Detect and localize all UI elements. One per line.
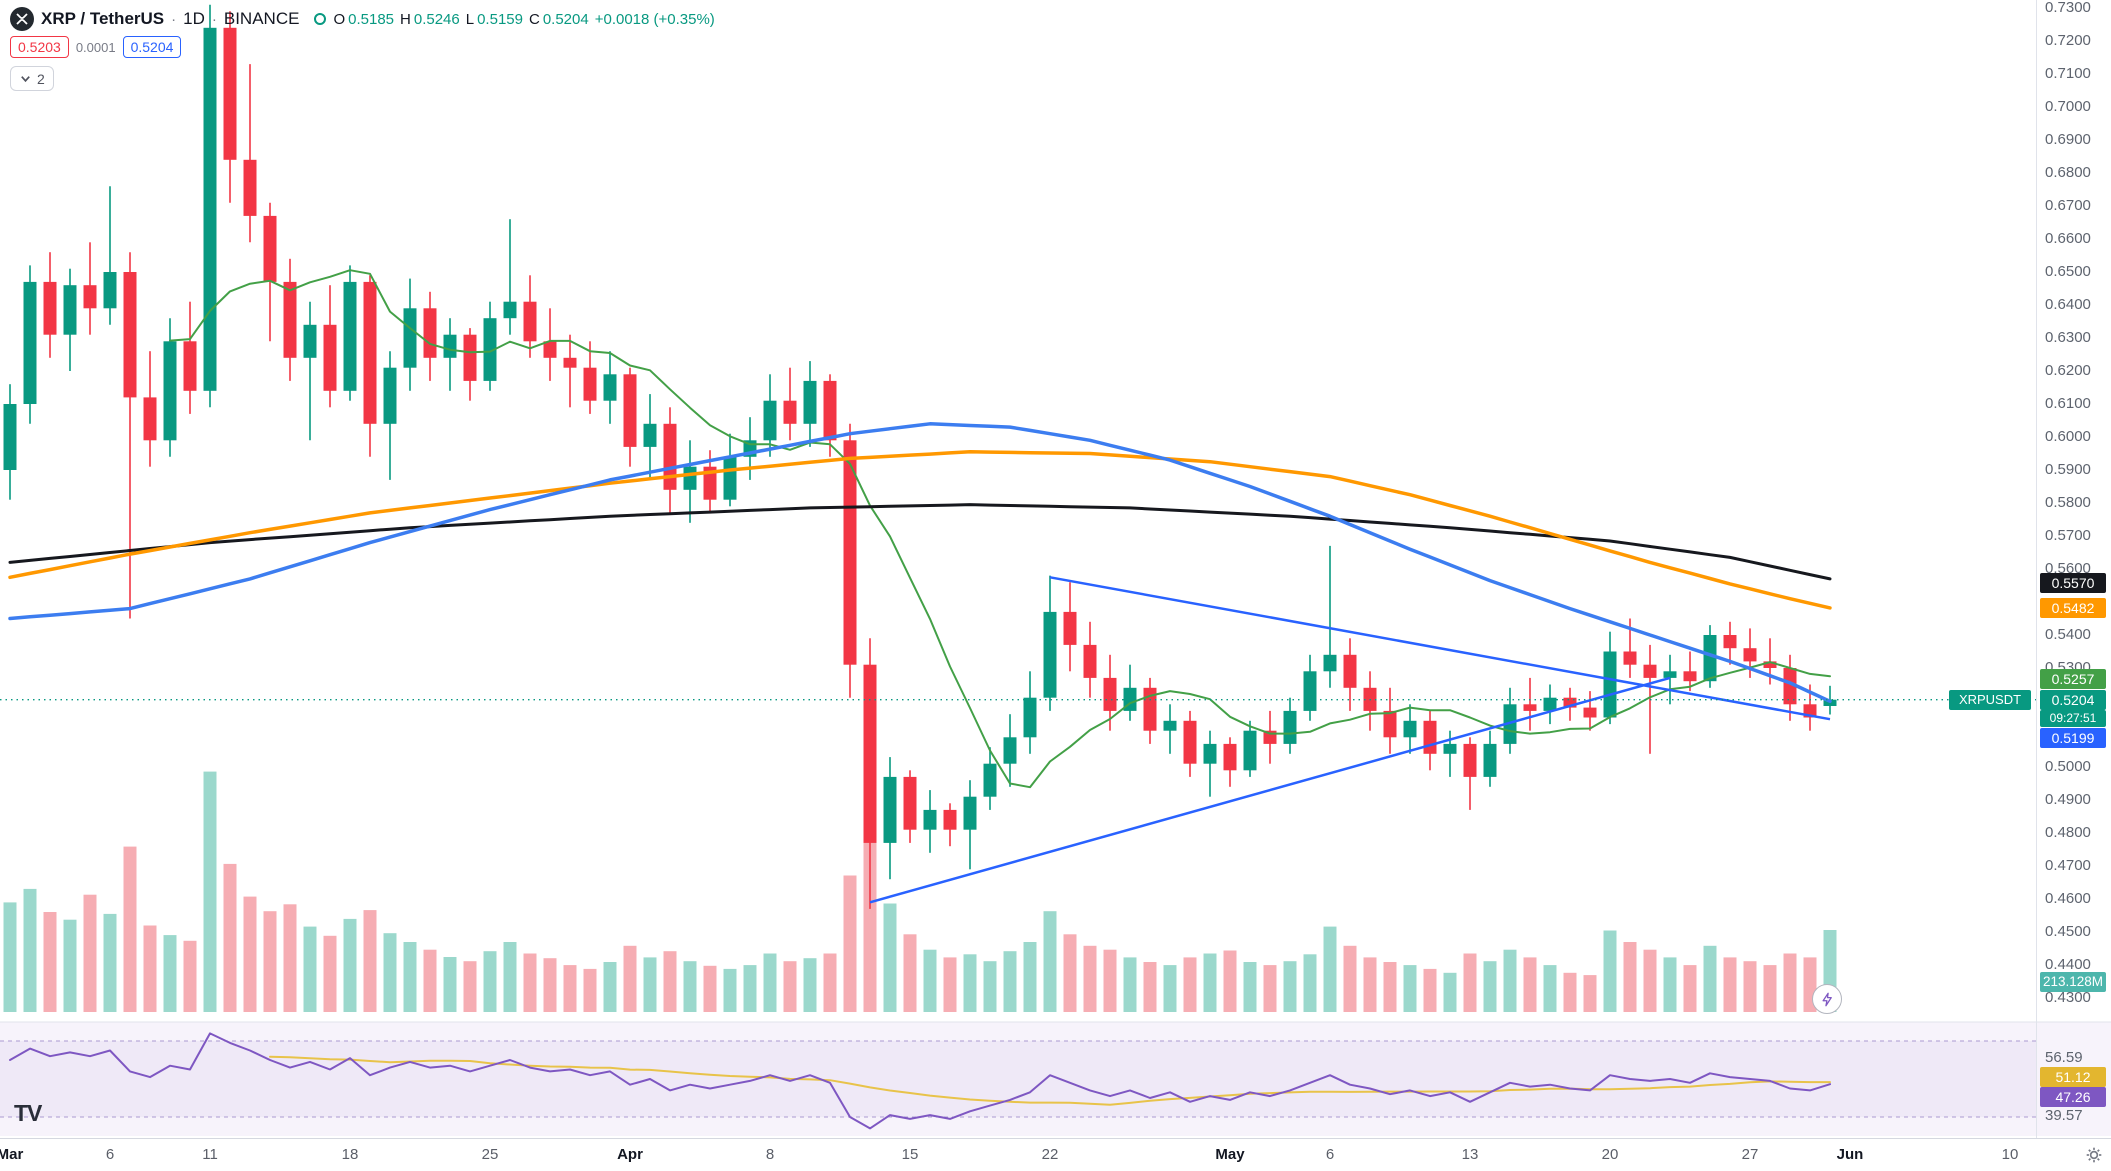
- price-tick: 0.7000: [2045, 98, 2091, 115]
- time-tick: 25: [481, 1146, 499, 1163]
- open-label: O: [333, 10, 346, 28]
- chevron-down-icon: [19, 72, 32, 85]
- high-label: H: [400, 10, 411, 28]
- price-tick: 0.4900: [2045, 791, 2091, 808]
- time-tick: 10: [2001, 1146, 2019, 1163]
- boost-lightning-button[interactable]: [1812, 984, 1842, 1014]
- time-tick: 13: [1461, 1146, 1479, 1163]
- candle-countdown: 09:27:51: [2040, 710, 2106, 728]
- price-tick: 0.6500: [2045, 263, 2091, 280]
- current-price-tag: 0.5204: [2040, 689, 2106, 710]
- ohlc-readout: O 0.5185 H 0.5246 L 0.5159 C 0.5204 +0.0018 …: [333, 11, 714, 28]
- ma-green-price-tag: 0.5257: [2040, 669, 2106, 690]
- price-tick: 0.6200: [2045, 362, 2091, 379]
- time-tick: 11: [202, 1146, 218, 1163]
- change-readout: +0.0018 (+0.35%): [594, 10, 715, 28]
- collapse-count: 2: [37, 70, 45, 87]
- price-axis[interactable]: 0.5204 09:27:51 213.128M 0.7300 0.7200 0.7…: [2036, 0, 2111, 1139]
- price-tick: 0.6600: [2045, 230, 2091, 247]
- price-tick: 0.5800: [2045, 494, 2091, 511]
- axis-settings-icon[interactable]: [2085, 1146, 2103, 1164]
- time-axis[interactable]: Mar 6 11 18 25 Apr 8 15 22 May 6 13 20 27 Jun 10: [0, 1138, 2111, 1171]
- exchange-label[interactable]: BINANCE: [223, 9, 300, 28]
- volume-bars: [3, 771, 1837, 1012]
- close-label: C: [528, 10, 540, 28]
- symbol-name[interactable]: XRP / TetherUS: [41, 9, 165, 28]
- price-tick: 0.7200: [2045, 32, 2091, 49]
- price-tick: 0.5900: [2045, 461, 2091, 478]
- price-tick: 0.6900: [2045, 131, 2091, 148]
- price-tick: 0.7100: [2045, 65, 2091, 82]
- price-tick: 0.4300: [2045, 989, 2091, 1006]
- rsi-indicator: [9, 1032, 1831, 1130]
- candles: [3, 4, 1837, 909]
- tradingview-logo[interactable]: TV: [14, 1100, 42, 1126]
- separator: ·: [211, 10, 217, 28]
- time-tick: 6: [105, 1146, 115, 1163]
- market-status-dot: [314, 13, 327, 25]
- price-tick: 0.5700: [2045, 527, 2091, 544]
- time-tick: 20: [1601, 1146, 1619, 1163]
- quote-row: 0.5203 0.0001 0.5204: [10, 36, 182, 58]
- price-tick: 0.4800: [2045, 824, 2091, 841]
- rsi-value-label: 47.26: [2040, 1087, 2106, 1107]
- rsi-value-label: 39.57: [2045, 1107, 2083, 1124]
- price-tick: 0.4700: [2045, 857, 2091, 874]
- price-tick: 0.5000: [2045, 758, 2091, 775]
- time-tick: Apr: [617, 1146, 643, 1163]
- ask-price[interactable]: 0.5204: [122, 36, 182, 58]
- time-tick: 22: [1041, 1146, 1059, 1163]
- ma-black-price-tag: 0.5570: [2040, 572, 2106, 593]
- low-label: L: [465, 10, 475, 28]
- xrp-logo-icon[interactable]: [10, 7, 34, 31]
- ma-blue-price-tag: 0.5199: [2040, 728, 2106, 749]
- price-tick: 0.4400: [2045, 956, 2091, 973]
- time-tick: May: [1215, 1146, 1245, 1163]
- bid-price[interactable]: 0.5203: [10, 36, 69, 58]
- symbol-price-label: XRPUSDT: [1949, 689, 2031, 710]
- rsi-value-label: 56.59: [2045, 1049, 2083, 1066]
- price-tick: 0.4600: [2045, 890, 2091, 907]
- time-tick: Mar: [0, 1146, 24, 1163]
- high-value: 0.5246: [413, 10, 460, 28]
- price-tick: 0.5400: [2045, 626, 2091, 643]
- price-tick: 0.6400: [2045, 296, 2091, 313]
- low-value: 0.5159: [477, 10, 523, 28]
- price-tick: 0.7300: [2045, 0, 2091, 16]
- time-tick: 6: [1325, 1146, 1335, 1163]
- trendlines[interactable]: [869, 576, 1831, 904]
- rsi-value-label: 51.12: [2040, 1067, 2106, 1087]
- volume-value-tag: 213.128M: [2040, 972, 2106, 992]
- time-tick: 15: [901, 1146, 919, 1163]
- price-tick: 0.6800: [2045, 164, 2091, 181]
- separator: ·: [171, 10, 177, 28]
- close-value: 0.5204: [542, 10, 589, 28]
- price-tick: 0.6300: [2045, 329, 2091, 346]
- time-tick: 8: [765, 1146, 775, 1163]
- ma-overlays: [8, 269, 1832, 789]
- time-tick: 18: [341, 1146, 359, 1163]
- open-value: 0.5185: [348, 10, 395, 28]
- price-tick: 0.5600: [2045, 560, 2091, 577]
- interval-label[interactable]: 1D: [183, 9, 205, 28]
- spread-value: 0.0001: [75, 39, 116, 55]
- time-tick: 27: [1741, 1146, 1759, 1163]
- price-tick: 0.6100: [2045, 395, 2091, 412]
- ma-orange-price-tag: 0.5482: [2040, 597, 2106, 618]
- price-tick: 0.6700: [2045, 197, 2091, 214]
- price-tick: 0.4500: [2045, 923, 2091, 940]
- price-tick: 0.6000: [2045, 428, 2091, 445]
- indicators-collapse-button[interactable]: 2: [10, 66, 54, 91]
- time-tick: Jun: [1836, 1146, 1864, 1163]
